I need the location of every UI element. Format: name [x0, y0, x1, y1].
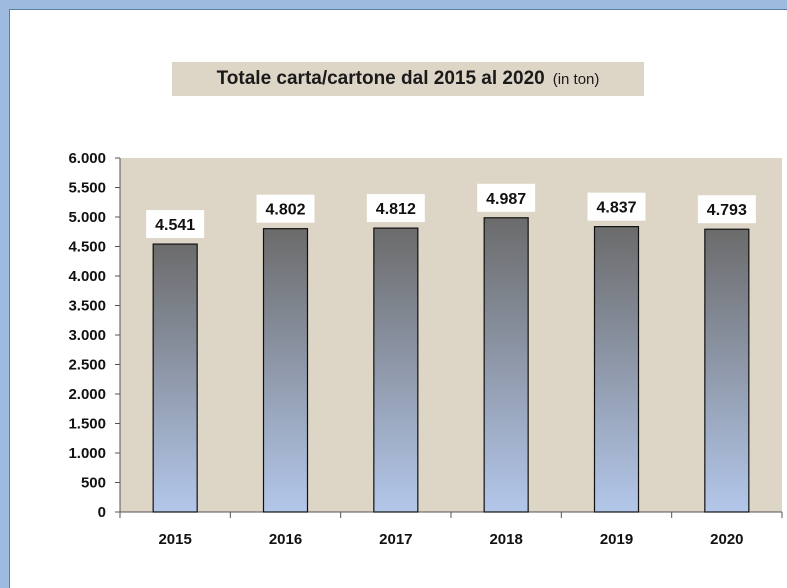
x-tick-label: 2018: [489, 531, 522, 548]
data-label: 4.987: [486, 191, 526, 208]
chart-title-box: Totale carta/cartone dal 2015 al 2020 (i…: [172, 62, 644, 96]
data-label-box: [477, 183, 536, 212]
x-axis: 2015 2016 2017 2018 2019 2020: [119, 511, 783, 548]
bar: [262, 228, 309, 513]
y-tick-label: 5.500: [68, 180, 106, 197]
x-tick-label: 2016: [269, 531, 302, 548]
data-label: 4.802: [265, 202, 305, 219]
data-label: 4.812: [376, 201, 416, 218]
data-labels: 4.541 4.802 4.812 4.987 4.837 4.793: [146, 183, 756, 239]
bar: [704, 228, 750, 513]
y-axis: 0 500 1.000 1.500 2.000 2.500 3.000 3.500 4.000 4…: [68, 150, 121, 521]
bar: [483, 217, 529, 513]
y-tick-label: 6.000: [68, 150, 106, 167]
data-label: 4.837: [596, 200, 636, 217]
y-tick-label: 4.500: [68, 239, 106, 256]
y-tick-label: 4.000: [68, 268, 106, 285]
x-tick-label: 2015: [158, 531, 191, 548]
plot-background: [120, 158, 782, 512]
y-tick-label: 500: [81, 475, 106, 492]
data-label: 4.793: [707, 202, 747, 219]
x-tick-label: 2019: [600, 531, 633, 548]
y-tick-label: 1.500: [68, 416, 106, 433]
bars: [152, 217, 750, 513]
y-tick-label: 2.000: [68, 386, 106, 403]
y-tick-label: 2.500: [68, 357, 106, 374]
x-tick-label: 2017: [379, 531, 412, 548]
data-label-box: [366, 194, 425, 223]
y-tick-label: 0: [98, 504, 106, 521]
bar: [593, 226, 640, 513]
data-label-box: [256, 194, 315, 223]
x-tick-label: 2020: [710, 531, 743, 548]
chart-title: Totale carta/cartone dal 2015 al 2020: [216, 68, 545, 89]
data-label: 4.541: [155, 217, 195, 234]
bar: [152, 243, 198, 513]
y-tick-label: 3.000: [68, 327, 106, 344]
data-label-box: [587, 192, 646, 221]
chart-area: [9, 9, 787, 588]
y-tick-label: 5.000: [68, 209, 106, 226]
y-tick-label: 1.000: [68, 445, 106, 462]
data-label-box: [697, 195, 756, 224]
data-label-box: [146, 210, 205, 239]
bar: [373, 227, 419, 513]
chart-title-unit: (in ton): [552, 70, 600, 88]
y-tick-label: 3.500: [68, 298, 106, 315]
